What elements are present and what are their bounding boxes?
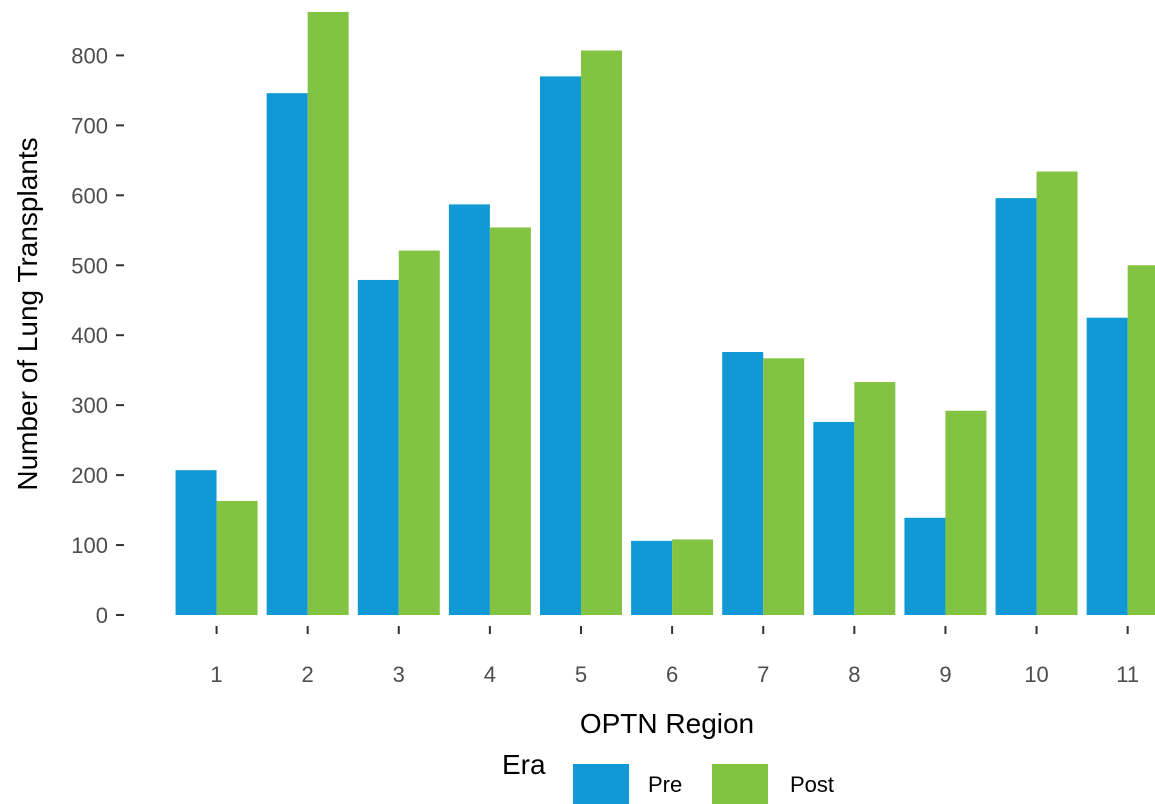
bar-post-region-11 [1127,265,1155,615]
x-tick-label: 2 [302,662,314,687]
x-tick-label: 6 [666,662,678,687]
bar-post-region-3 [398,250,440,615]
legend-label-pre: Pre [648,772,682,797]
bar-post-region-1 [216,500,258,615]
x-tick-label: 11 [1116,662,1139,687]
x-tick-label: 1 [210,662,222,687]
bars-layer [175,12,1155,616]
bar-pre-region-2 [266,93,308,616]
legend: Era Pre Post [502,749,834,804]
bar-pre-region-7 [722,351,764,615]
x-axis: 1 2 3 4 5 6 7 8 9 10 11 [210,626,1139,687]
y-tick-label: 800 [71,43,108,68]
y-tick-label: 200 [71,463,108,488]
y-tick-label: 600 [71,183,108,208]
bar-pre-region-1 [175,470,217,615]
legend-label-post: Post [790,772,834,797]
x-tick-label: 10 [1024,662,1048,687]
y-axis: 0 100 200 300 400 500 600 700 800 [71,43,124,628]
bar-pre-region-4 [448,204,490,615]
bar-post-region-2 [307,12,349,615]
x-tick-label: 4 [484,662,496,687]
y-tick-label: 500 [71,253,108,278]
y-axis-title: Number of Lung Transplants [12,137,43,490]
y-tick-label: 100 [71,533,108,558]
bar-post-region-9 [945,410,987,615]
legend-key-post [712,764,768,804]
y-tick-label: 0 [96,603,108,628]
x-tick-label: 7 [757,662,769,687]
bar-pre-region-6 [631,540,673,615]
bar-post-region-8 [854,382,896,615]
bar-pre-region-3 [357,279,399,615]
y-tick-label: 400 [71,323,108,348]
bar-post-region-6 [672,539,714,615]
bar-post-region-5 [581,50,622,615]
bar-pre-region-9 [904,517,946,615]
bar-pre-region-5 [540,76,581,615]
bar-post-region-10 [1036,171,1078,615]
y-tick-label: 700 [71,113,108,138]
bar-pre-region-10 [995,198,1037,615]
bar-post-region-4 [489,227,531,616]
x-tick-label: 9 [939,662,951,687]
bar-pre-region-11 [1086,317,1128,615]
x-tick-label: 8 [848,662,860,687]
legend-key-pre [573,764,629,804]
x-tick-label: 3 [393,662,405,687]
y-tick-label: 300 [71,393,108,418]
legend-title: Era [502,749,546,780]
x-axis-title: OPTN Region [580,708,754,739]
bar-pre-region-8 [813,421,855,615]
x-tick-label: 5 [575,662,587,687]
bar-post-region-7 [763,358,805,615]
